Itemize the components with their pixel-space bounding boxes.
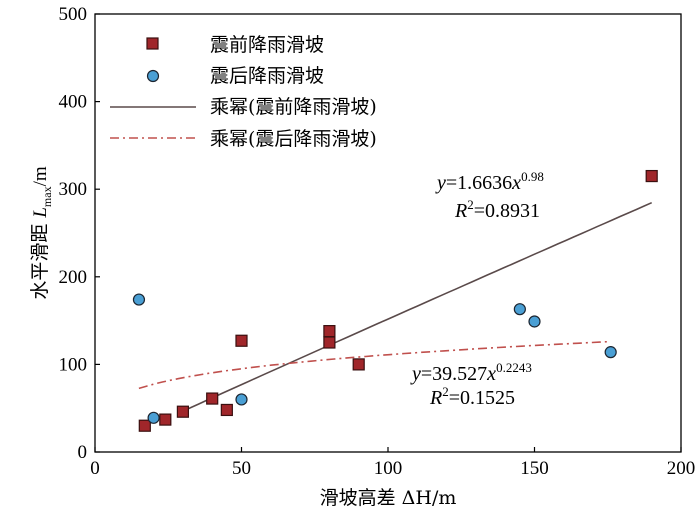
x-tick-label: 0 — [90, 458, 100, 479]
prequake-data-point — [220, 403, 233, 417]
prequake-data-point — [352, 358, 365, 371]
legend-square-marker — [146, 37, 159, 50]
postquake-data-point — [604, 346, 617, 359]
postquake-data-point — [513, 303, 526, 316]
r2-prequake: R2=0.8931 — [454, 197, 540, 222]
y-tick-label: 500 — [59, 4, 88, 25]
legend-item-fit-postquake: 乘幂(震后降雨滑坡) — [110, 128, 377, 150]
equation-prequake: y=1.6636x0.98 — [435, 169, 544, 194]
x-tick-label: 100 — [374, 458, 403, 479]
y-tick-label: 0 — [78, 442, 88, 463]
legend: 震前降雨滑坡 震后降雨滑坡 乘幂(震前降雨滑坡) 乘幂(震后降雨滑坡) — [110, 34, 377, 150]
fit-annotation-postquake: y=39.527x0.2243 R2=0.1525 — [410, 360, 532, 409]
x-tick-label: 150 — [520, 458, 549, 479]
equation-postquake: y=39.527x0.2243 — [410, 360, 532, 385]
fit-line-postquake — [138, 340, 608, 390]
y-axis-title-var: L — [30, 207, 51, 219]
prequake-data-point — [645, 169, 658, 183]
legend-item-prequake: 震前降雨滑坡 — [146, 34, 324, 56]
prequake-data-point — [176, 405, 189, 418]
legend-item-fit-prequake: 乘幂(震前降雨滑坡) — [110, 96, 377, 118]
postquake-data-point — [528, 315, 541, 328]
axis-ticks: 0 50 100 150 200 0 100 200 300 400 500 — [59, 4, 696, 479]
y-axis-title: 水平滑距 Lmax/m — [29, 166, 54, 300]
y-axis-title-prefix: 水平滑距 — [29, 218, 51, 300]
postquake-data-point — [132, 293, 146, 306]
y-axis-title-unit: /m — [30, 166, 51, 186]
legend-item-postquake: 震后降雨滑坡 — [146, 65, 324, 87]
y-tick-label: 100 — [59, 354, 88, 375]
x-tick-label: 50 — [232, 458, 251, 479]
fit-line-prequake — [182, 201, 653, 412]
y-axis-title-sub: max — [40, 186, 54, 207]
legend-circle-marker — [146, 69, 160, 83]
prequake-data-point — [323, 336, 336, 349]
legend-label-fit-prequake: 乘幂(震前降雨滑坡) — [210, 96, 377, 118]
prequake-data-point — [206, 392, 219, 405]
fit-annotation-prequake: y=1.6636x0.98 R2=0.8931 — [435, 169, 544, 222]
prequake-data-point — [323, 325, 336, 338]
prequake-data-point — [235, 334, 248, 347]
legend-label-prequake: 震前降雨滑坡 — [210, 34, 324, 56]
prequake-data-point — [138, 419, 151, 432]
y-tick-label: 300 — [59, 179, 88, 200]
y-tick-label: 400 — [59, 92, 88, 113]
r2-postquake: R2=0.1525 — [429, 384, 515, 409]
fit-lines — [138, 201, 653, 412]
prequake-data-point — [159, 413, 172, 426]
y-tick-label: 200 — [59, 267, 88, 288]
legend-label-postquake: 震后降雨滑坡 — [210, 65, 324, 87]
legend-label-fit-postquake: 乘幂(震后降雨滑坡) — [210, 128, 377, 150]
postquake-data-point — [235, 393, 248, 406]
data-points — [132, 169, 658, 432]
x-axis-title: 滑坡高差 ΔH/m — [320, 487, 457, 509]
plot-frame — [94, 13, 682, 453]
x-tick-label: 200 — [667, 458, 696, 479]
postquake-data-point — [147, 411, 160, 424]
